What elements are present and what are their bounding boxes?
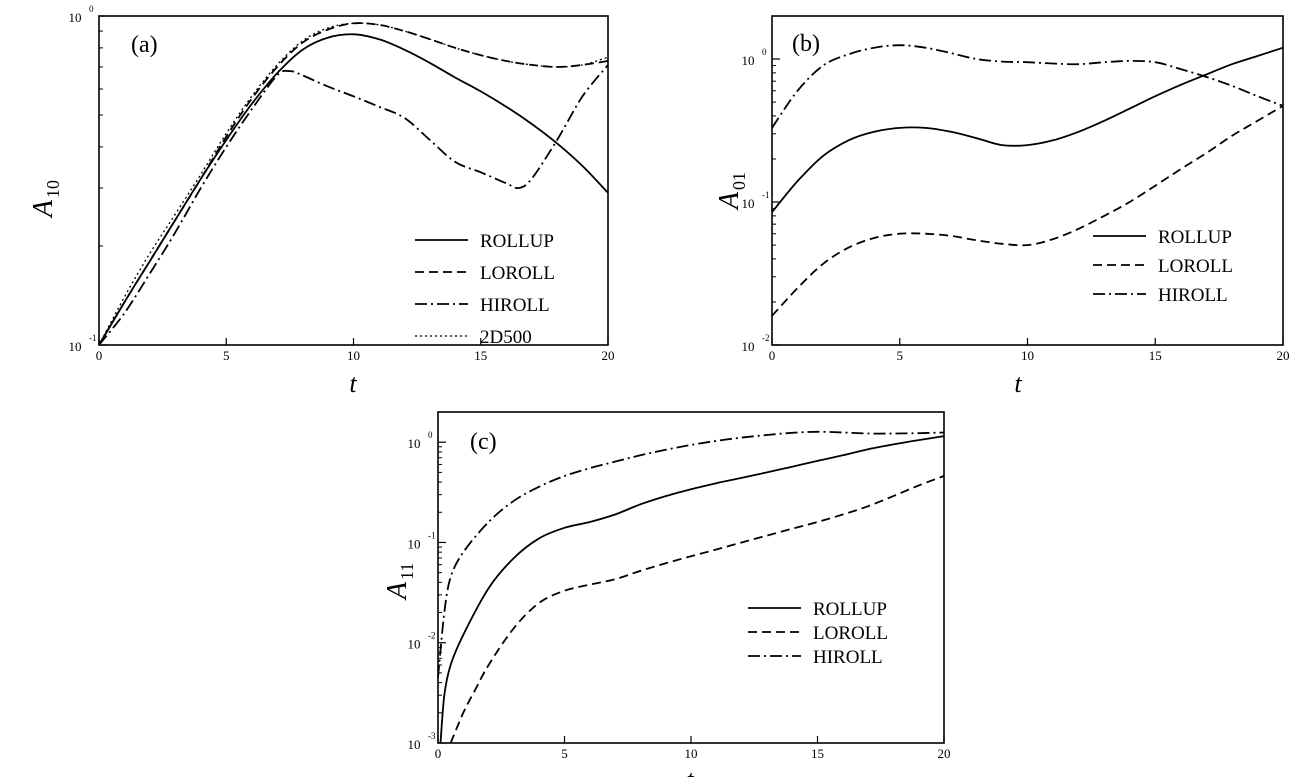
panel-a: 0 5 10 15 20 10 -1 10 0 ROLLUP LOROLL HIROLL 2D500 (a… xyxy=(28,4,615,398)
panel-label: (a) xyxy=(131,32,158,58)
panel-b: 0 5 10 15 20 10 -2 10 -1 10 0 ROLLUP LOROLL HIROLL (b)… xyxy=(714,15,1290,398)
series-line-loroll xyxy=(98,22,609,346)
y-axis-label: A01 xyxy=(714,172,749,211)
legend-label-rollup: ROLLUP xyxy=(1158,227,1232,248)
y-tick-label: 10 xyxy=(408,637,421,652)
x-tick-label: 5 xyxy=(897,348,904,363)
y-tick-exponent: 0 xyxy=(762,47,767,57)
series-line-hiroll xyxy=(98,64,609,346)
series-line-hiroll xyxy=(437,430,945,678)
legend-label-hiroll: HIROLL xyxy=(480,295,550,316)
x-tick-label: 20 xyxy=(602,348,615,363)
x-tick-label: 0 xyxy=(769,348,776,363)
y-tick-exponent: -2 xyxy=(428,631,436,641)
x-tick-label: 20 xyxy=(938,746,951,761)
legend-label-loroll: LOROLL xyxy=(480,263,555,284)
y-tick-label: 10 xyxy=(742,53,755,68)
y-tick-label: 10 xyxy=(408,536,421,551)
panel-label: (c) xyxy=(470,429,497,455)
legend-label-rollup: ROLLUP xyxy=(480,231,554,252)
x-tick-label: 10 xyxy=(1021,348,1034,363)
x-axis-label: t xyxy=(1014,369,1022,398)
x-axis-label: t xyxy=(686,765,694,777)
y-axis-label-subscript: 11 xyxy=(397,563,417,580)
x-tick-label: 5 xyxy=(561,746,568,761)
x-axis-label: t xyxy=(349,369,357,398)
legend-label-loroll: LOROLL xyxy=(1158,256,1233,277)
legend-label-hiroll: HIROLL xyxy=(813,647,883,668)
legend-label-loroll: LOROLL xyxy=(813,623,888,644)
series-line-hiroll xyxy=(771,44,1284,129)
y-tick-exponent: -1 xyxy=(762,190,770,200)
series-line-2d500 xyxy=(98,22,609,346)
legend-label-hiroll: HIROLL xyxy=(1158,285,1228,306)
y-tick-label: 10 xyxy=(742,339,755,354)
x-tick-label: 0 xyxy=(435,746,442,761)
y-axis-label: A10 xyxy=(28,180,63,219)
y-tick-label: 10 xyxy=(408,436,421,451)
y-axis-label-symbol: A xyxy=(382,581,413,601)
legend-label-rollup: ROLLUP xyxy=(813,599,887,620)
y-tick-exponent: -1 xyxy=(428,530,436,540)
y-axis-label-symbol: A xyxy=(714,191,745,211)
series-line-loroll xyxy=(449,475,945,744)
y-tick-exponent: 0 xyxy=(89,4,94,14)
x-tick-label: 10 xyxy=(685,746,698,761)
x-tick-label: 5 xyxy=(223,348,230,363)
y-tick-label: 10 xyxy=(408,737,421,752)
y-tick-label: 10 xyxy=(69,10,82,25)
y-axis-label: A11 xyxy=(382,563,417,601)
series-line-rollup xyxy=(771,46,1284,213)
x-tick-label: 15 xyxy=(474,348,487,363)
series-line-rollup xyxy=(439,435,945,744)
y-tick-label: 10 xyxy=(742,196,755,211)
x-tick-label: 10 xyxy=(347,348,360,363)
panel-label: (b) xyxy=(792,31,820,57)
y-axis-label-subscript: 10 xyxy=(43,180,63,198)
y-tick-label: 10 xyxy=(69,339,82,354)
plot-frame xyxy=(437,411,945,744)
y-tick-exponent: 0 xyxy=(428,430,433,440)
x-tick-label: 15 xyxy=(1149,348,1162,363)
y-tick-exponent: -2 xyxy=(762,333,770,343)
y-tick-exponent: -3 xyxy=(428,731,436,741)
y-axis-label-subscript: 01 xyxy=(729,172,749,190)
series-line-loroll xyxy=(771,105,1284,317)
panel-c: 0 5 10 15 20 10 -3 10 -2 10 -1 10 0 ROLLUP LOROLL HIROL… xyxy=(382,411,951,777)
y-tick-exponent: -1 xyxy=(89,333,97,343)
x-tick-label: 0 xyxy=(96,348,103,363)
y-axis-label-symbol: A xyxy=(28,199,59,219)
legend-label-2d500: 2D500 xyxy=(480,327,532,348)
x-tick-label: 15 xyxy=(811,746,824,761)
x-tick-label: 20 xyxy=(1277,348,1290,363)
